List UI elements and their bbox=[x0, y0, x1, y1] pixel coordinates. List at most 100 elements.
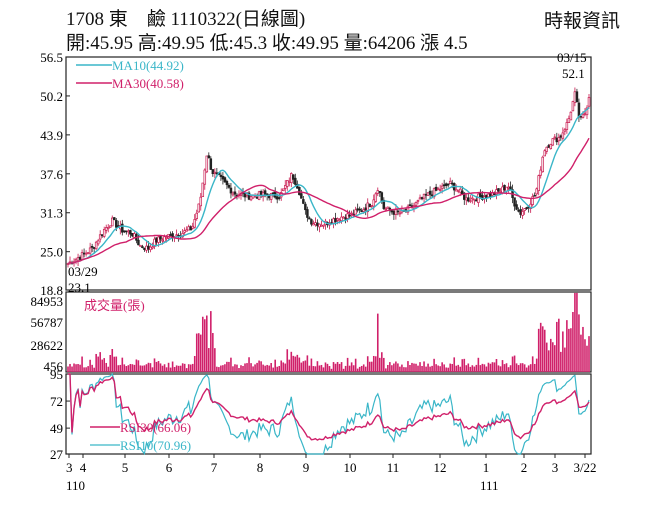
candle-body bbox=[555, 137, 559, 143]
candle-body bbox=[531, 196, 534, 205]
candle-body bbox=[207, 155, 211, 159]
candle-body bbox=[223, 177, 227, 183]
candle-body bbox=[428, 190, 432, 195]
source-label: 時報資訊 bbox=[543, 11, 620, 32]
candle-body bbox=[320, 224, 323, 227]
ma10-legend-label: MA10(44.92) bbox=[112, 58, 184, 73]
candle-body bbox=[249, 196, 253, 201]
rsi30-line bbox=[68, 373, 590, 441]
volume-y-tick-label: 456 bbox=[44, 359, 64, 374]
candle-body bbox=[229, 187, 233, 194]
candle-body bbox=[380, 192, 384, 202]
candle-body bbox=[227, 184, 231, 188]
candle-body bbox=[290, 173, 293, 184]
candle-body bbox=[189, 226, 192, 231]
candle-body bbox=[259, 191, 263, 196]
candle-body bbox=[374, 193, 378, 202]
x-axis-month-label: 5 bbox=[122, 460, 129, 475]
candle-body bbox=[84, 252, 88, 255]
x-axis-month-label: 1 bbox=[483, 460, 490, 475]
price-y-tick-label: 56.5 bbox=[40, 50, 63, 65]
candle-body bbox=[372, 199, 376, 207]
candle-body bbox=[549, 144, 553, 149]
candle-body bbox=[473, 198, 476, 201]
candle-body bbox=[513, 197, 516, 207]
candle-body bbox=[503, 184, 506, 191]
candle-body bbox=[487, 193, 490, 198]
rsi-panel-frame bbox=[65, 373, 592, 455]
candle-body bbox=[493, 193, 496, 196]
candle-body bbox=[88, 247, 92, 254]
candle-body bbox=[127, 230, 130, 233]
stock-code: 1708 bbox=[66, 9, 104, 30]
candle-body bbox=[342, 216, 345, 219]
candle-body bbox=[76, 257, 80, 261]
candle-body bbox=[535, 188, 538, 195]
candle-body bbox=[310, 219, 313, 225]
candle-body bbox=[106, 226, 110, 229]
candle-body bbox=[300, 193, 303, 199]
rsi30-legend-label: RSI30(66.06) bbox=[120, 420, 191, 435]
candle-body bbox=[422, 193, 426, 199]
candle-body bbox=[80, 252, 84, 260]
candle-body bbox=[183, 230, 186, 233]
candle-body bbox=[563, 129, 567, 132]
candle-body bbox=[525, 207, 528, 209]
candle-body bbox=[517, 209, 520, 212]
candle-body bbox=[489, 193, 492, 197]
candle-body bbox=[219, 174, 223, 178]
candle-body bbox=[559, 135, 563, 138]
candle-body bbox=[567, 118, 571, 123]
ma30-line bbox=[67, 137, 590, 265]
candle-body bbox=[465, 197, 468, 201]
candle-body bbox=[469, 200, 472, 202]
candle-body bbox=[358, 208, 361, 211]
candle-body bbox=[155, 237, 158, 243]
candle-body bbox=[485, 194, 488, 199]
candle-body bbox=[368, 203, 371, 208]
candle-body bbox=[221, 176, 225, 180]
volume-y-tick-label: 28622 bbox=[31, 338, 64, 353]
candle-body bbox=[288, 180, 291, 183]
candle-body bbox=[434, 186, 438, 191]
candle-body bbox=[376, 190, 380, 194]
price-y-tick-label: 25.0 bbox=[40, 245, 63, 260]
candle-body bbox=[133, 233, 136, 238]
candle-body bbox=[233, 191, 237, 195]
price-y-tick-label: 18.8 bbox=[40, 283, 63, 298]
candle-body bbox=[145, 245, 148, 251]
candle-body bbox=[169, 234, 172, 236]
candle-body bbox=[90, 246, 94, 248]
candle-body bbox=[314, 222, 317, 226]
price-y-tick-label: 43.9 bbox=[40, 128, 63, 143]
candle-body bbox=[165, 237, 168, 239]
candle-body bbox=[125, 230, 128, 233]
candle-body bbox=[507, 186, 510, 189]
price-y-tick-label: 37.6 bbox=[40, 167, 63, 182]
candle-body bbox=[519, 209, 522, 215]
candle-body bbox=[479, 192, 482, 198]
candle-body bbox=[553, 136, 557, 139]
rsi-y-tick-label: 27 bbox=[50, 447, 64, 462]
candle-body bbox=[354, 209, 357, 215]
candle-body bbox=[153, 238, 156, 247]
candle-body bbox=[454, 189, 458, 192]
x-axis-month-label: 6 bbox=[166, 460, 173, 475]
candle-body bbox=[98, 234, 102, 240]
candle-body bbox=[575, 91, 579, 103]
date-code: 1110322 bbox=[170, 9, 236, 30]
candle-body bbox=[263, 190, 267, 195]
candle-body bbox=[497, 188, 500, 192]
candle-body bbox=[448, 180, 452, 184]
candle-body bbox=[346, 213, 349, 219]
candle-body bbox=[430, 194, 434, 197]
candle-body bbox=[129, 230, 132, 235]
candle-body bbox=[308, 217, 311, 220]
candle-body bbox=[414, 202, 418, 206]
candle-body bbox=[418, 197, 422, 200]
candle-body bbox=[557, 137, 561, 142]
candle-body bbox=[561, 132, 565, 139]
candle-body bbox=[583, 112, 587, 115]
candle-body bbox=[338, 219, 341, 222]
candle-body bbox=[161, 239, 164, 242]
